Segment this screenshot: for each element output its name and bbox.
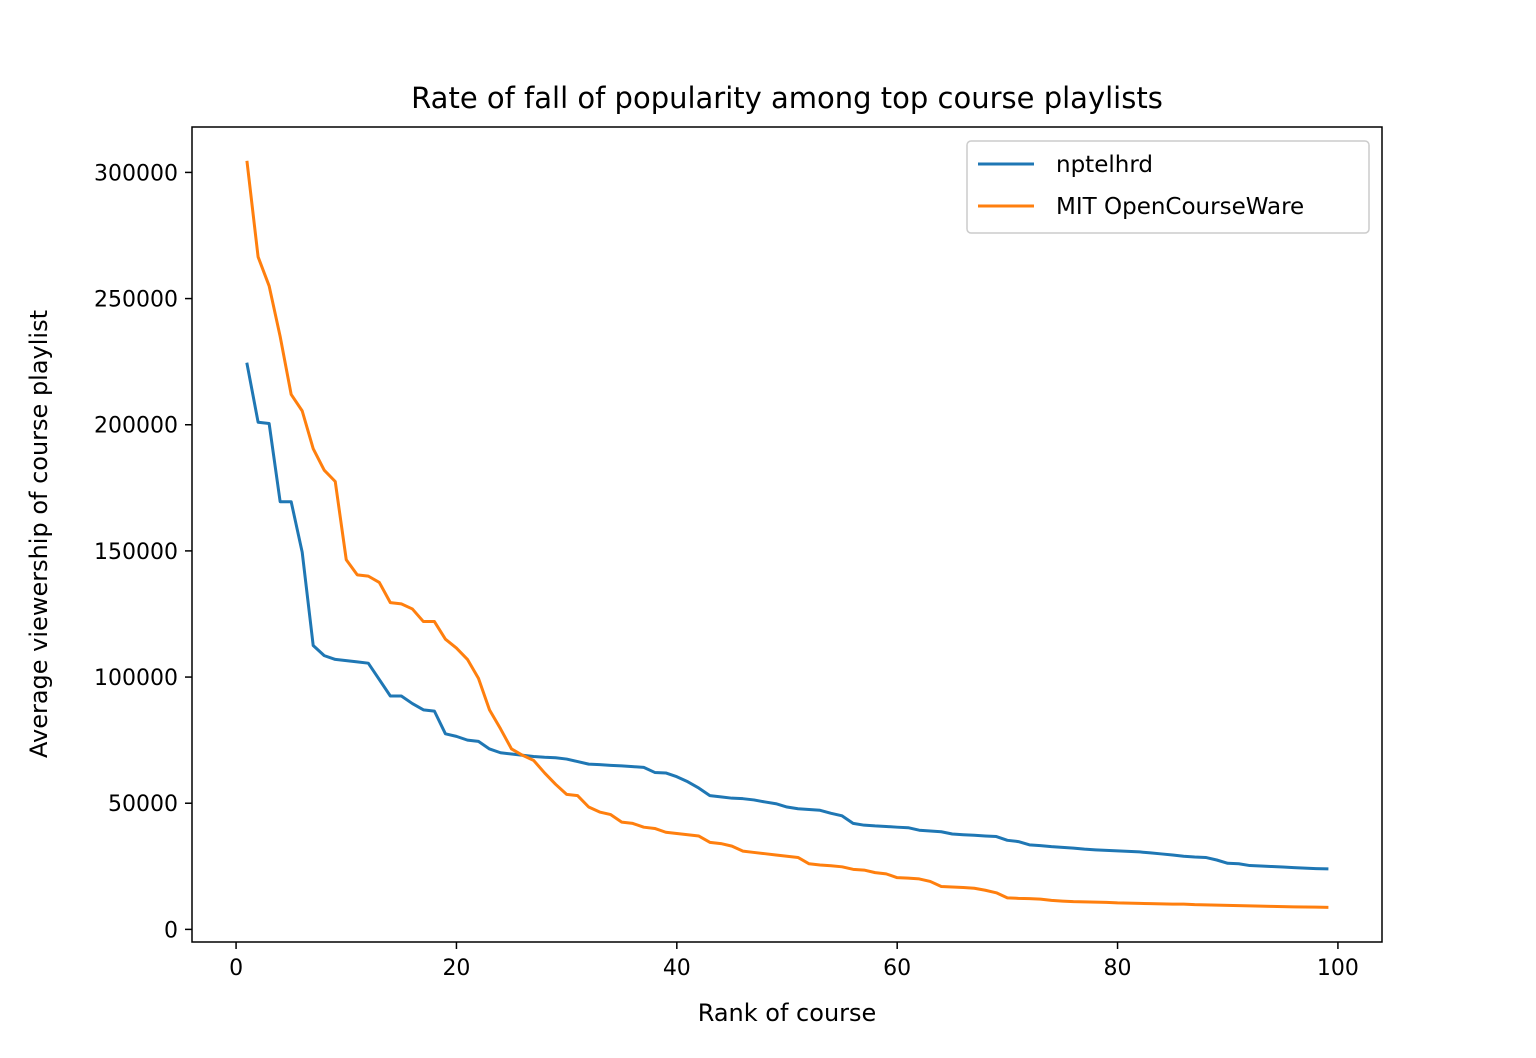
x-axis-label: Rank of course	[698, 999, 877, 1027]
y-axis-label: Average viewership of course playlist	[25, 310, 53, 758]
legend-box	[966, 140, 1370, 234]
x-tick-label: 0	[229, 956, 243, 981]
y-tick-label: 100000	[94, 666, 178, 691]
plot-frame	[191, 126, 1383, 943]
x-tick-label: 100	[1317, 956, 1359, 981]
series-line-nptelhrd	[245, 362, 1329, 871]
legend-label-mit-opencourseware: MIT OpenCourseWare	[1056, 194, 1304, 220]
x-tick-label: 40	[663, 956, 691, 981]
chart-title: Rate of fall of popularity among top cou…	[411, 81, 1163, 115]
y-axis: 0 50000 100000 150000 200000 250000 300000	[94, 161, 192, 943]
y-tick-label: 150000	[94, 540, 178, 565]
y-tick-label: 200000	[94, 414, 178, 439]
x-axis: 0 20 40 60 80 100	[229, 942, 1359, 981]
x-tick-label: 60	[883, 956, 911, 981]
series-line-mit-opencourseware	[245, 160, 1329, 909]
y-tick-label: 300000	[94, 161, 178, 186]
y-tick-label: 250000	[94, 288, 178, 313]
x-tick-label: 20	[442, 956, 470, 981]
series-layer	[245, 160, 1329, 909]
legend-label-nptelhrd: nptelhrd	[1056, 152, 1153, 178]
y-tick-label: 50000	[108, 792, 178, 817]
y-tick-label: 0	[164, 918, 178, 943]
x-tick-label: 80	[1104, 956, 1132, 981]
legend: nptelhrd MIT OpenCourseWare	[966, 140, 1370, 234]
